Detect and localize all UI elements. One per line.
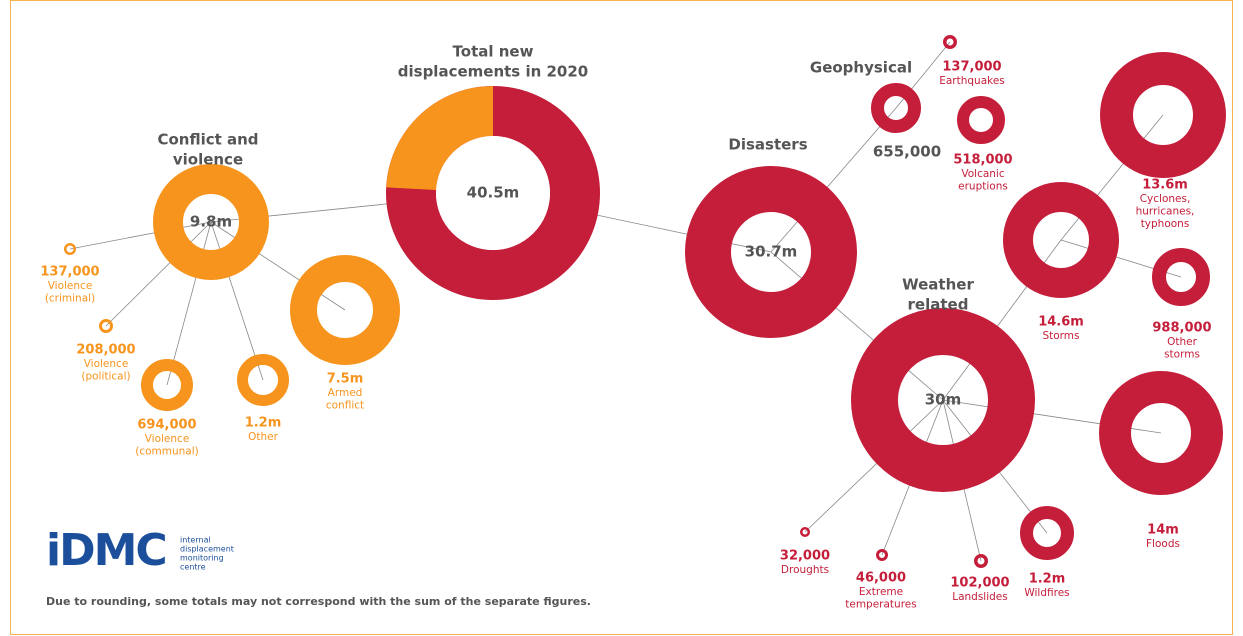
node-label: Floods [1146,538,1180,550]
node-label: eruptions [958,181,1008,193]
node-label: Cyclones, [1140,193,1191,205]
node-value: 1.2m [245,416,282,431]
logo-name: centre [180,563,206,572]
ring [1100,52,1226,178]
link [770,107,897,253]
node-title: displacements in 2020 [398,63,588,81]
node-value: 655,000 [873,143,941,161]
node-label: (criminal) [45,293,95,305]
node-label: Violence [145,433,190,445]
node-value: 7.5m [327,372,364,387]
ring [99,319,113,333]
conflict-share [386,86,495,192]
ring [871,83,921,133]
node-value: 208,000 [76,343,135,358]
ring [1099,371,1223,495]
ring [141,359,193,411]
link [770,251,944,401]
node-label: (political) [81,371,130,383]
node-label: Wildfires [1024,587,1069,599]
links [69,41,1182,562]
node-value: 988,000 [1152,321,1211,336]
node-value: 14.6m [1038,315,1084,330]
node-label: Storms [1042,330,1079,342]
node-label: Other [248,431,278,443]
node-value: 1.2m [1029,572,1066,587]
ring [685,166,857,338]
node-label: storms [1164,349,1200,361]
link [69,221,212,250]
link [1060,114,1164,241]
ring [237,354,289,406]
node-value: 694,000 [137,418,196,433]
node-label: conflict [326,400,364,412]
rings [64,35,1226,568]
node-value: 102,000 [950,576,1009,591]
ring [800,527,810,537]
logo-name: internal [180,536,211,545]
node-label: hurricanes, [1136,206,1195,218]
node-label: (communal) [135,446,199,458]
frame [10,0,1233,635]
node-label: Droughts [781,564,829,576]
node-label: Earthquakes [939,75,1005,87]
node-value: 13.6m [1142,178,1188,193]
node-value: 30m [925,391,962,409]
node-title: Geophysical [810,59,912,77]
ring [943,35,957,49]
node-value: 137,000 [40,265,99,280]
node-title: related [908,296,969,314]
node-label: Violence [48,280,93,292]
ring [876,549,888,561]
link [105,221,212,327]
node-value: 14m [1147,523,1179,538]
node-label: Other [1167,336,1197,348]
node-value: 46,000 [856,571,906,586]
node-value: 30.7m [745,243,798,261]
node-label: typhoons [1141,218,1190,230]
link [210,221,264,381]
link [804,399,944,533]
link [210,221,346,311]
ring [64,243,76,255]
ring-hole [436,136,550,250]
node-title: violence [173,151,243,169]
logo-mark: iDMC [46,525,166,576]
ring [974,554,988,568]
ring [1003,182,1119,298]
node-label: Extreme [859,586,903,598]
ring [957,96,1005,144]
ring [153,164,269,280]
node-value: 137,000 [942,60,1001,75]
node-value: 518,000 [953,153,1012,168]
node-value: 9.8m [190,213,232,231]
node-label: Violence [84,358,129,370]
node-title: Total new [453,43,534,61]
logo-name: displacement [180,545,234,554]
node-title: Disasters [728,136,807,154]
node-title: Conflict and [157,131,258,149]
node-label: Armed [328,387,363,399]
node-label: Landslides [952,591,1008,603]
node-label: temperatures [845,599,916,611]
node-label: Volcanic [961,168,1004,180]
ring [851,308,1035,492]
logo-name: monitoring [180,554,224,563]
note: Due to rounding, some totals may not cor… [46,595,591,608]
ring [1152,248,1210,306]
node-title: Weather [902,276,974,294]
node-value: 32,000 [780,549,830,564]
ring [290,255,400,365]
ring [1020,506,1074,560]
node-value: 40.5m [467,184,520,202]
